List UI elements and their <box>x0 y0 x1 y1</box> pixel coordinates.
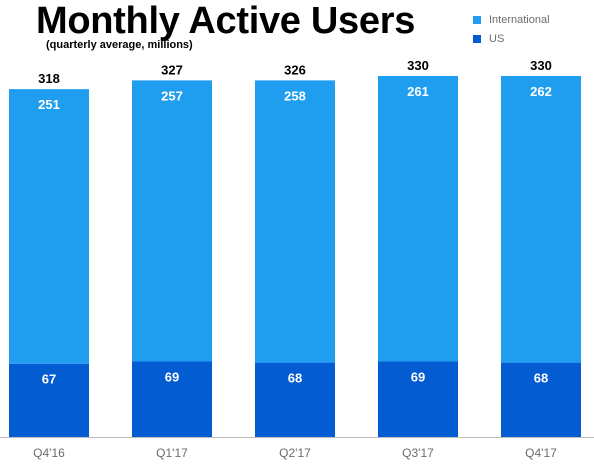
data-label-international: 262 <box>530 84 552 99</box>
bar-us <box>132 361 212 437</box>
bar-international <box>255 80 335 363</box>
x-tick-label: Q3'17 <box>402 446 434 460</box>
bar-international <box>501 76 581 363</box>
data-label-international: 261 <box>407 84 429 99</box>
bar-us <box>501 362 581 437</box>
x-tick-label: Q1'17 <box>156 446 188 460</box>
bar-international <box>132 80 212 362</box>
legend: International US <box>473 11 550 49</box>
total-label: 330 <box>530 58 552 73</box>
x-tick-label: Q4'17 <box>525 446 557 460</box>
data-label-us: 69 <box>411 370 425 385</box>
legend-label-international: International <box>489 14 550 26</box>
data-label-us: 67 <box>42 372 56 387</box>
legend-item-us: US <box>473 30 550 48</box>
total-label: 327 <box>161 62 183 77</box>
data-label-us: 68 <box>288 371 302 386</box>
x-tick-label: Q2'17 <box>279 446 311 460</box>
total-label: 326 <box>284 62 306 77</box>
data-label-international: 257 <box>161 88 183 103</box>
total-label: 330 <box>407 58 429 73</box>
data-label-us: 68 <box>534 371 548 386</box>
legend-item-international: International <box>473 11 550 29</box>
data-label-international: 258 <box>284 88 306 103</box>
bar-us <box>255 362 335 437</box>
x-tick-label: Q4'16 <box>33 446 65 460</box>
legend-swatch-us <box>473 35 481 43</box>
chart-title: Monthly Active Users <box>36 0 416 42</box>
bar-international <box>9 89 89 364</box>
legend-label-us: US <box>489 33 505 45</box>
data-label-us: 69 <box>165 370 179 385</box>
chart-subtitle: (quarterly average, millions) <box>46 39 193 51</box>
total-label: 318 <box>38 71 60 86</box>
bar-international <box>378 76 458 362</box>
legend-swatch-international <box>473 16 481 24</box>
data-label-international: 251 <box>38 97 60 112</box>
bar-us <box>9 363 89 437</box>
bar-us <box>378 361 458 437</box>
